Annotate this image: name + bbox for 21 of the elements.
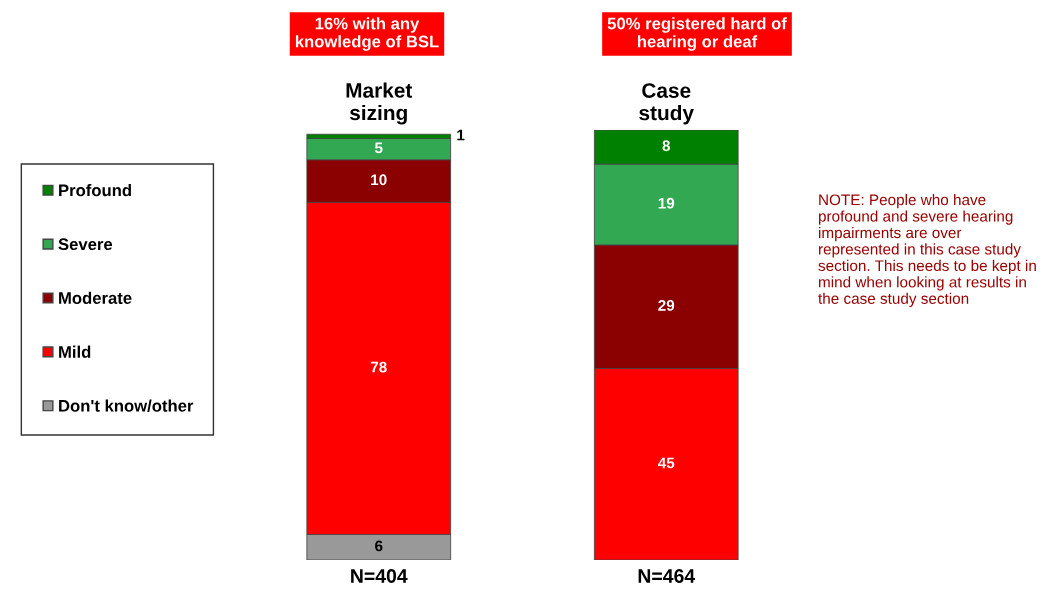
- x-tick-label: Case study: [639, 83, 694, 125]
- text: NOTE: People who have profound and severe hearing impairments are over represented in this case study section. This needs to be kept in mind when looking at results in the case study section: [818, 194, 1036, 307]
- data-label: 1: [457, 129, 465, 141]
- text: 50% registered hard of hearing or deaf: [607, 17, 787, 51]
- data-label: 8: [662, 140, 671, 152]
- legend-label: Don't know/other: [59, 399, 194, 412]
- x-tick-label: Market sizing: [346, 82, 413, 125]
- text: N=464: [638, 569, 696, 583]
- data-label: 45: [657, 457, 675, 469]
- data-label: 29: [658, 299, 675, 311]
- data-label: 10: [371, 174, 387, 186]
- text: N=404: [351, 569, 408, 583]
- data-label: 5: [374, 142, 383, 154]
- data-label: 78: [370, 361, 387, 373]
- data-label: 6: [375, 540, 383, 552]
- data-label: 19: [658, 197, 675, 209]
- legend-label: Moderate: [59, 291, 132, 304]
- legend-label: Severe: [58, 238, 113, 251]
- legend-label: Mild: [59, 345, 91, 358]
- text: 16% with any knowledge of BSL: [295, 17, 439, 51]
- legend-label: Profound: [59, 183, 131, 197]
